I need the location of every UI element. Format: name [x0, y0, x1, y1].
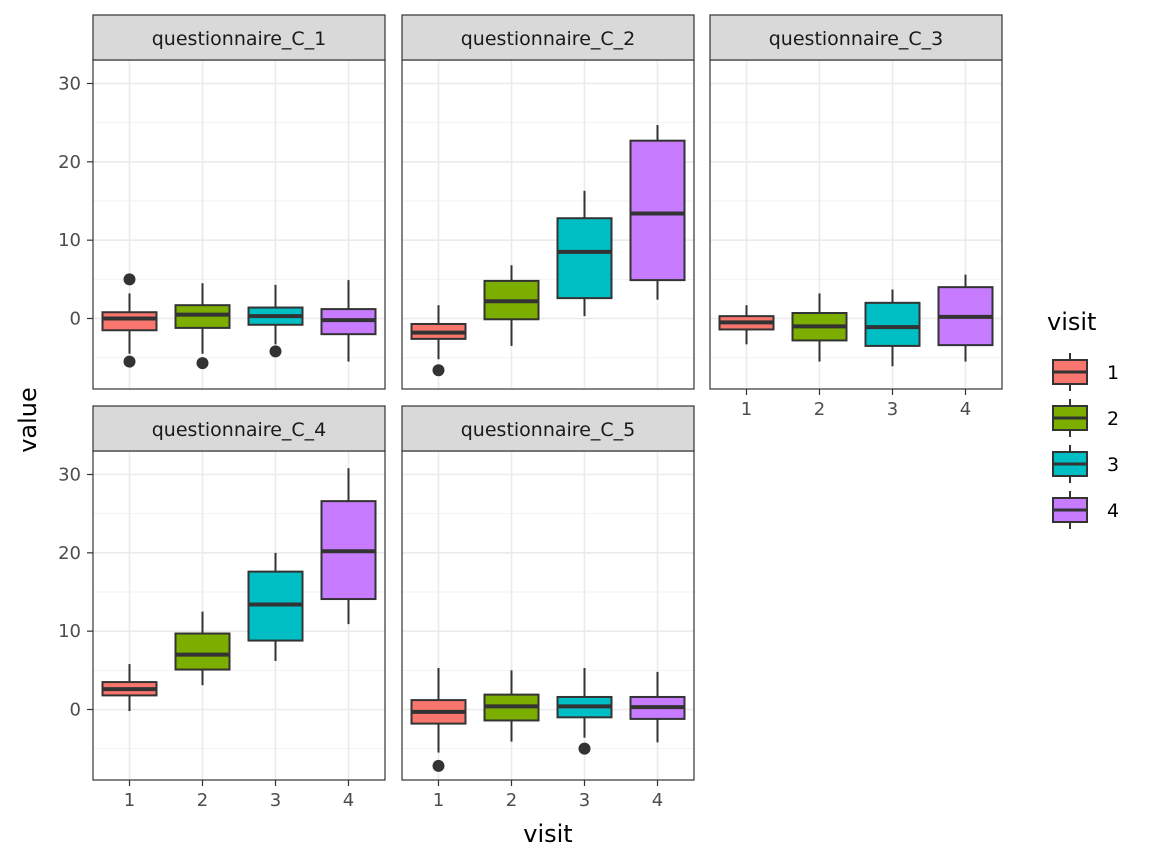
box-visit-3 — [556, 667, 613, 755]
box-body — [629, 139, 686, 282]
box-visit-3 — [247, 284, 304, 358]
legend-label: 1 — [1107, 362, 1119, 384]
x-tick-label: 2 — [814, 399, 825, 420]
facet-strip — [92, 405, 386, 452]
outlier-point — [269, 345, 282, 358]
facet-strip — [709, 14, 1003, 61]
panel-background — [402, 451, 694, 780]
y-tick-label: 10 — [58, 230, 81, 251]
outlier-point — [123, 273, 136, 286]
outlier-point — [123, 355, 136, 368]
box-visit-3 — [556, 190, 613, 317]
facet-panel: questionnaire_C_5 1 2 3 4 — [401, 405, 695, 811]
y-tick-label: 30 — [58, 465, 81, 486]
box-visit-4 — [629, 671, 686, 743]
box-visit-4 — [320, 468, 377, 625]
facet-panel: questionnaire_C_4 0 10 20 30 1 2 3 4 — [58, 405, 386, 811]
outlier-point — [432, 364, 445, 377]
facet-strip — [92, 14, 386, 61]
box-body — [174, 632, 231, 671]
box-visit-3 — [247, 552, 304, 661]
box-visit-2 — [483, 670, 540, 742]
x-tick-label: 4 — [960, 399, 971, 420]
facet-panel: questionnaire_C_2 — [401, 14, 695, 390]
outlier-point — [578, 742, 591, 755]
facet-panels: questionnaire_C_10102030questionnaire_C_… — [58, 14, 1003, 811]
box-body — [864, 301, 921, 347]
facet-strip-label: questionnaire_C_2 — [461, 28, 636, 50]
box-visit-1 — [101, 273, 158, 368]
box-body — [556, 217, 613, 300]
x-tick-label: 2 — [197, 790, 208, 811]
legend-title: visit — [1047, 308, 1096, 336]
box-visit-1 — [410, 305, 467, 377]
x-tick-label: 3 — [579, 790, 590, 811]
legend-key-4: 4 — [1052, 491, 1119, 529]
x-tick-label: 1 — [741, 399, 752, 420]
box-visit-1 — [410, 667, 467, 772]
facet-strip-label: questionnaire_C_3 — [769, 28, 944, 50]
outlier-point — [196, 357, 209, 370]
outlier-point — [432, 759, 445, 772]
box-visit-4 — [937, 274, 994, 362]
x-tick-label: 1 — [433, 790, 444, 811]
legend-key-3: 3 — [1052, 445, 1119, 483]
x-tick-label: 4 — [652, 790, 663, 811]
legend-label: 3 — [1107, 454, 1119, 476]
facet-strip-label: questionnaire_C_1 — [152, 28, 327, 50]
legend-key-1: 1 — [1052, 353, 1119, 391]
y-tick-label: 20 — [58, 543, 81, 564]
box-visit-2 — [483, 265, 540, 346]
y-tick-label: 0 — [70, 700, 81, 721]
panel-background — [93, 60, 385, 389]
box-visit-2 — [174, 283, 231, 370]
facet-panel: questionnaire_C_3 1 2 3 4 — [709, 14, 1003, 420]
legend-key-2: 2 — [1052, 399, 1119, 437]
box-visit-2 — [174, 611, 231, 686]
box-visit-2 — [791, 293, 848, 362]
x-tick-label: 4 — [343, 790, 354, 811]
box-visit-4 — [629, 125, 686, 300]
y-tick-label: 0 — [70, 309, 81, 330]
facet-strip-label: questionnaire_C_4 — [152, 419, 327, 441]
legend: visit 1 2 3 4 — [1047, 308, 1119, 529]
y-tick-label: 10 — [58, 621, 81, 642]
legend-label: 2 — [1107, 408, 1119, 430]
facet-panel: questionnaire_C_1 0 10 20 30 — [58, 14, 386, 390]
box-body — [101, 311, 158, 332]
y-tick-label: 20 — [58, 152, 81, 173]
x-tick-label: 3 — [270, 790, 281, 811]
x-axis-title: visit — [523, 820, 572, 848]
facet-strip — [401, 405, 695, 452]
legend-label: 4 — [1107, 500, 1119, 522]
x-tick-label: 2 — [506, 790, 517, 811]
facet-strip-label: questionnaire_C_5 — [461, 419, 636, 441]
box-visit-3 — [864, 289, 921, 367]
box-visit-1 — [718, 305, 775, 345]
y-axis-title: value — [14, 387, 42, 453]
box-visit-1 — [101, 664, 158, 712]
y-tick-label: 30 — [58, 74, 81, 95]
x-tick-label: 3 — [887, 399, 898, 420]
x-tick-label: 1 — [124, 790, 135, 811]
box-visit-4 — [320, 280, 377, 362]
facet-strip — [401, 14, 695, 61]
